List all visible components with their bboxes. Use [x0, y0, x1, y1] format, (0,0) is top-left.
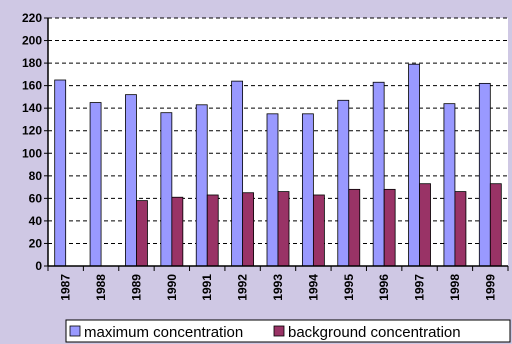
bar-maximum-1994	[301, 113, 314, 267]
y-tick-label: 60	[29, 191, 43, 205]
x-tick-label: 1996	[377, 274, 391, 301]
x-tick-label: 1994	[306, 274, 320, 301]
bar-maximum-1997	[408, 63, 420, 267]
y-tick-label: 0	[35, 259, 42, 273]
legend-label-background: background concentration	[288, 324, 461, 341]
y-tick-label: 20	[29, 236, 43, 250]
bar-maximum-1989	[125, 94, 137, 267]
bar-background-1989	[136, 200, 148, 267]
bar-maximum-1993	[266, 113, 279, 267]
bar-background-1997	[419, 183, 431, 267]
y-tick-label: 40	[29, 214, 43, 228]
bar-background-1993	[277, 191, 290, 267]
y-tick-label: 140	[22, 101, 42, 115]
y-tick-label: 120	[22, 124, 42, 138]
x-tick-label: 1998	[448, 274, 462, 301]
bar-maximum-1991	[195, 104, 208, 267]
bar-background-1994	[312, 194, 325, 267]
x-tick-label: 1989	[129, 274, 143, 301]
legend-swatch-background	[273, 325, 285, 337]
x-tick-label: 1990	[165, 274, 179, 301]
x-tick-label: 1993	[271, 274, 285, 301]
y-tick-label: 160	[22, 79, 42, 93]
bar-background-1992	[242, 192, 255, 267]
x-tick-label: 1991	[200, 274, 214, 301]
y-tick-label: 100	[22, 146, 42, 160]
y-axis: 0 20 40 60 80 100 120 140 160 180 200 220	[22, 11, 49, 273]
x-tick-label: 1999	[483, 274, 497, 301]
bar-maximum-1996	[372, 81, 385, 267]
bar-background-1991	[206, 194, 219, 267]
bar-maximum-1992	[231, 80, 244, 267]
bars	[54, 63, 502, 267]
y-tick-label: 200	[22, 34, 42, 48]
x-tick-label: 1995	[342, 274, 356, 301]
y-tick-label: 180	[22, 56, 42, 70]
legend-swatch-maximum	[69, 325, 81, 337]
bar-background-1999	[489, 183, 502, 267]
bar-maximum-1988	[89, 102, 102, 267]
bar-background-1990	[171, 196, 184, 267]
x-tick-label: 1987	[59, 274, 73, 301]
y-tick-label: 220	[22, 11, 42, 25]
bar-maximum-1998	[443, 103, 456, 267]
legend-label-maximum: maximum concentration	[84, 324, 243, 341]
bar-background-1995	[348, 188, 361, 267]
y-tick-label: 80	[29, 169, 43, 183]
x-tick-label: 1997	[413, 274, 427, 301]
x-axis: 1987 1988 1989 1990 1991 1992 1993 1994 1995 1996…	[47, 265, 509, 301]
x-tick-label: 1988	[94, 274, 108, 301]
bar-maximum-1995	[337, 99, 350, 267]
legend-box	[65, 319, 511, 343]
bar-background-1998	[454, 191, 467, 267]
legend: maximum concentration background concentr…	[65, 319, 511, 343]
bar-maximum-1987	[54, 79, 67, 267]
bar-maximum-1999	[478, 82, 491, 267]
x-tick-label: 1992	[236, 274, 250, 301]
bar-background-1996	[383, 188, 396, 267]
bar-maximum-1990	[160, 112, 173, 267]
